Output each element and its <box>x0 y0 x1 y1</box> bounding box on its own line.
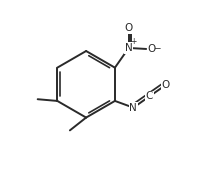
Text: C: C <box>146 91 153 101</box>
Text: O: O <box>147 44 156 54</box>
Text: −: − <box>153 43 161 52</box>
Text: +: + <box>130 37 136 46</box>
Text: N: N <box>125 43 132 53</box>
Text: O: O <box>161 80 170 90</box>
Text: O: O <box>124 23 132 34</box>
Text: N: N <box>130 103 137 113</box>
